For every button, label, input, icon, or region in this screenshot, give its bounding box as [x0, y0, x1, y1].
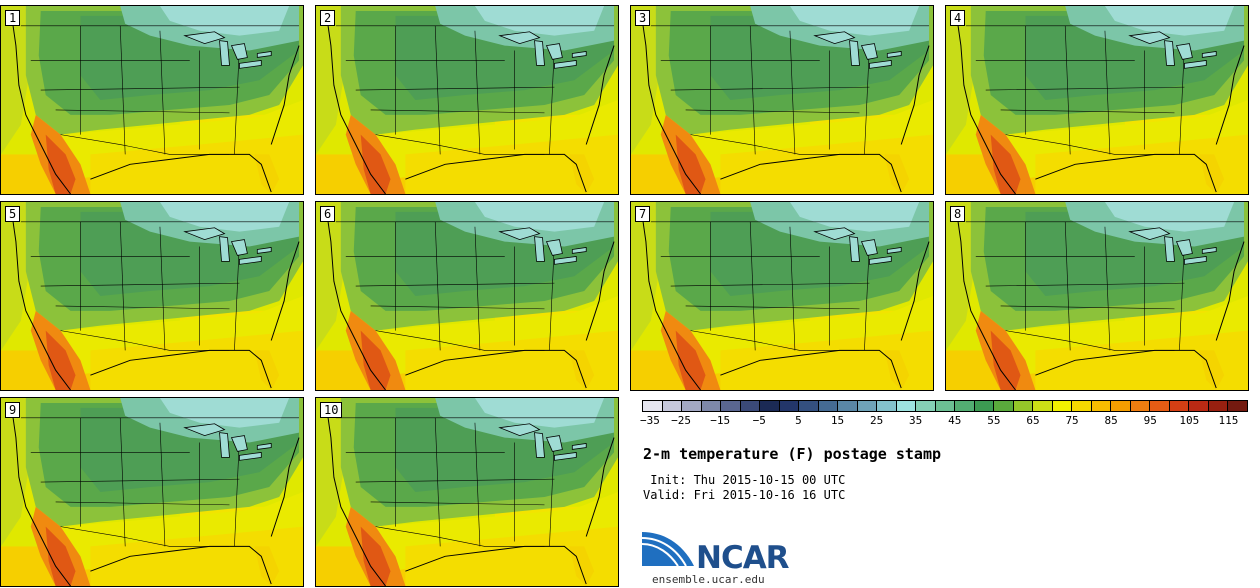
colorbar-cell: [818, 401, 839, 411]
colorbar-tick-label: 15: [830, 414, 845, 427]
colorbar-tick-label: −15: [710, 414, 731, 427]
colorbar-tick-label: 5: [795, 414, 802, 427]
colorbar-cell: [994, 401, 1014, 411]
colorbar-cell: [779, 401, 800, 411]
ensemble-url: ensemble.ucar.edu: [652, 573, 765, 586]
temperature-map: [1, 202, 303, 390]
map-panel-9: 9: [0, 397, 304, 587]
colorbar-cell: [662, 401, 683, 411]
temperature-map: [631, 6, 933, 194]
colorbar-cell: [1169, 401, 1190, 411]
colorbar-tick-label: −25: [671, 414, 692, 427]
temperature-map: [946, 6, 1248, 194]
colorbar-cell: [1208, 401, 1229, 411]
colorbar-tick-label: 35: [909, 414, 923, 427]
colorbar-cell: [721, 401, 741, 411]
colorbar-tick-label: −35: [640, 414, 660, 427]
colorbar-cell: [955, 401, 975, 411]
temperature-map: [1, 398, 303, 586]
colorbar-tick-label: 75: [1065, 414, 1079, 427]
colorbar-ticks: −35 −25 −15 −5 5 15 25 35 45 55 65 75 85 95 105 115: [640, 414, 1248, 428]
map-panel-7: 7: [630, 201, 934, 391]
init-time: Init: Thu 2015-10-15 00 UTC: [643, 473, 846, 487]
colorbar-cell: [1189, 401, 1209, 411]
colorbar-tick-label: 105: [1179, 414, 1200, 427]
colorbar-cell: [682, 401, 702, 411]
map-panel-4: 4: [945, 5, 1249, 195]
colorbar-cell: [1013, 401, 1034, 411]
map-panel-2: 2: [315, 5, 619, 195]
colorbar-cell: [838, 401, 858, 411]
panel-number: 3: [635, 10, 651, 26]
panel-number: 10: [320, 402, 343, 418]
colorbar-cell: [916, 401, 936, 411]
panel-number: 5: [5, 206, 21, 222]
colorbar-cell: [896, 401, 917, 411]
colorbar-tick-label: −5: [752, 414, 766, 427]
colorbar-cell: [799, 401, 819, 411]
colorbar-tick-label: 55: [987, 414, 1001, 427]
temperature-map: [316, 6, 618, 194]
colorbar-cell: [1111, 401, 1131, 411]
colorbar-cell: [1091, 401, 1112, 411]
panel-number: 4: [950, 10, 966, 26]
colorbar-cell: [1130, 401, 1151, 411]
colorbar-cell: [857, 401, 878, 411]
temperature-map: [946, 202, 1248, 390]
panel-number: 8: [950, 206, 966, 222]
colorbar-cell: [1052, 401, 1073, 411]
temperature-map: [631, 202, 933, 390]
map-panel-3: 3: [630, 5, 934, 195]
temperature-map: [316, 202, 618, 390]
panel-number: 2: [320, 10, 336, 26]
map-panel-6: 6: [315, 201, 619, 391]
temperature-colorbar: [642, 400, 1248, 412]
temperature-map: [316, 398, 618, 586]
colorbar-tick-label: 85: [1104, 414, 1118, 427]
map-panel-1: 1: [0, 5, 304, 195]
ncar-logo-text: NCAR: [696, 540, 790, 576]
colorbar-tick-label: 95: [1143, 414, 1157, 427]
panel-number: 7: [635, 206, 651, 222]
map-panel-5: 5: [0, 201, 304, 391]
colorbar-cell: [877, 401, 897, 411]
colorbar-tick-label: 115: [1218, 414, 1239, 427]
valid-time: Valid: Fri 2015-10-16 16 UTC: [643, 488, 846, 502]
colorbar-cell: [701, 401, 722, 411]
colorbar-cell: [1228, 401, 1247, 411]
colorbar-cell: [1150, 401, 1170, 411]
colorbar-cell: [1033, 401, 1053, 411]
colorbar-cell: [760, 401, 780, 411]
colorbar-cell: [1072, 401, 1092, 411]
colorbar-cell: [643, 401, 663, 411]
colorbar-tick-label: 25: [869, 414, 884, 427]
map-panel-8: 8: [945, 201, 1249, 391]
panel-number: 6: [320, 206, 336, 222]
chart-title: 2-m temperature (F) postage stamp: [643, 445, 942, 463]
panel-number: 1: [5, 10, 21, 26]
colorbar-cell: [935, 401, 956, 411]
ncar-logo-icon: [642, 532, 694, 567]
temperature-map: [1, 6, 303, 194]
colorbar-cell: [740, 401, 761, 411]
colorbar-tick-label: 65: [1026, 414, 1040, 427]
colorbar-tick-label: 45: [948, 414, 962, 427]
map-panel-10: 10: [315, 397, 619, 587]
panel-number: 9: [5, 402, 21, 418]
colorbar-cell: [974, 401, 995, 411]
